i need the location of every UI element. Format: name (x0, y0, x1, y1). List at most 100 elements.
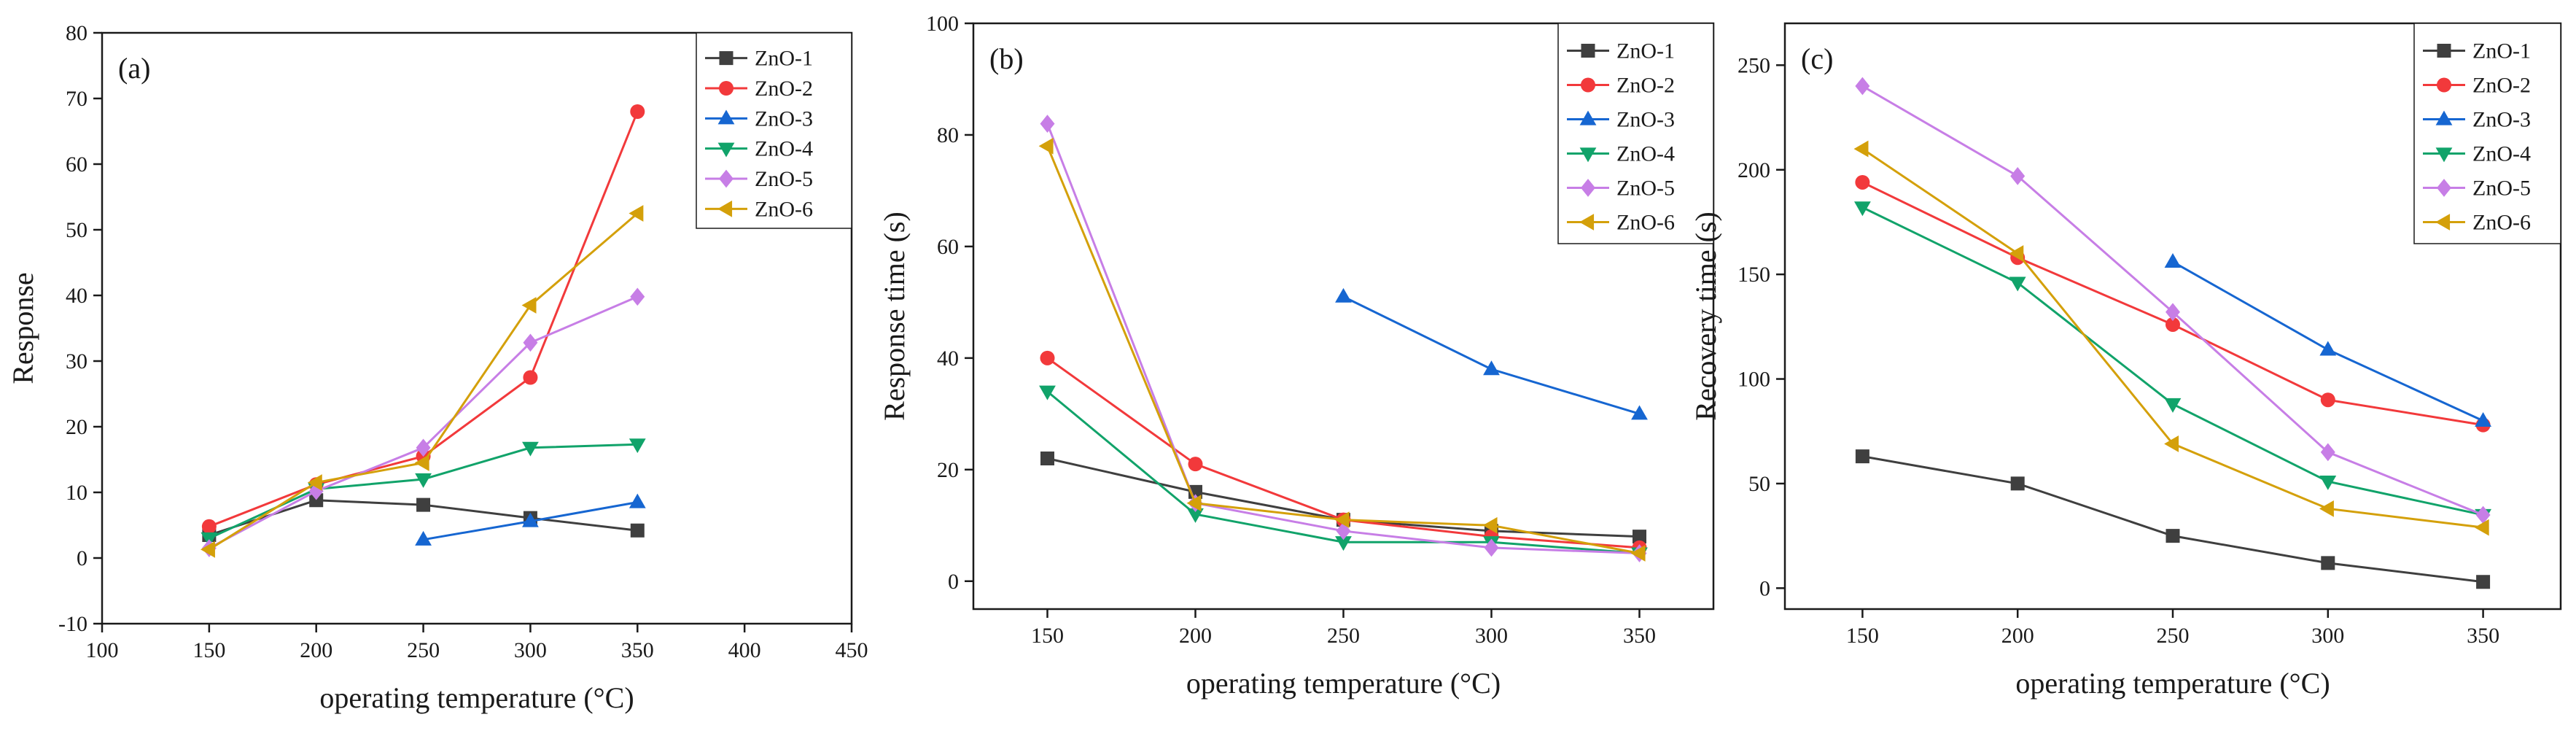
y-tick-label: 20 (937, 458, 959, 482)
legend-swatch-marker (719, 169, 734, 188)
legend-item: ZnO-2 (705, 77, 813, 101)
legend-label: ZnO-5 (2472, 177, 2531, 201)
legend-item: ZnO-2 (1567, 74, 1675, 98)
series-zno-4 (1854, 201, 2491, 524)
data-point (1855, 174, 1870, 190)
x-axis-label: operating temperature (°C) (1186, 667, 1501, 700)
legend-label: ZnO-1 (2472, 39, 2531, 63)
data-point (1336, 522, 1351, 541)
legend-label: ZnO-5 (1616, 177, 1675, 201)
data-point (201, 519, 217, 534)
legend-item: ZnO-5 (1567, 177, 1675, 201)
x-tick-label: 250 (2157, 624, 2190, 648)
y-tick-label: 80 (66, 21, 87, 45)
data-point (522, 512, 539, 527)
legend-swatch-marker (1579, 147, 1597, 163)
data-point (1334, 511, 1350, 529)
legend-swatch-marker (717, 142, 735, 158)
legend-label: ZnO-3 (1616, 108, 1675, 132)
legend-item: ZnO-6 (705, 197, 813, 221)
plot-frame (101, 31, 853, 625)
legend-item: ZnO-1 (705, 47, 813, 71)
x-tick-label: 250 (1327, 624, 1360, 648)
y-tick-label: 60 (937, 235, 959, 259)
legend-label: ZnO-6 (2472, 211, 2531, 235)
y-tick-label: 30 (66, 349, 87, 373)
y-tick-label: 150 (1738, 263, 1770, 287)
data-point (1038, 137, 1054, 155)
legend-item: ZnO-3 (1567, 108, 1675, 132)
series-line (1862, 455, 2483, 584)
x-tick-label: 350 (621, 638, 654, 662)
data-point (521, 297, 537, 314)
panel-label: (a) (118, 52, 150, 85)
legend-label: ZnO-2 (755, 77, 813, 101)
data-point (1630, 545, 1646, 562)
data-point (630, 523, 645, 538)
legend-item: ZnO-3 (705, 106, 813, 131)
data-point (2166, 317, 2180, 332)
data-point (2010, 476, 2025, 491)
data-point (416, 497, 431, 512)
legend-swatch-marker (2437, 44, 2451, 58)
legend-item: ZnO-1 (2423, 39, 2531, 63)
legend-swatch-marker (717, 109, 735, 125)
chart-panel-b: 150 200 250 300 350 0 20 40 60 80 100 operating tem… (878, 12, 1715, 700)
legend-swatch-marker (2437, 179, 2451, 197)
data-point (629, 205, 644, 222)
x-tick-label: 350 (1623, 624, 1656, 648)
series-zno-1 (1855, 449, 2491, 589)
legend-swatch-marker (719, 51, 734, 66)
data-point (1040, 452, 1054, 466)
x-tick-label: 450 (836, 638, 868, 662)
series-zno-2 (201, 104, 645, 534)
chart-panel-a: 100 150 200 250 300 350 400 450 -10 0 10 20 30 40 50 60… (7, 21, 868, 714)
legend-swatch-marker (719, 81, 734, 96)
y-tick-label: 40 (937, 346, 959, 371)
legend-item: ZnO-1 (1567, 39, 1675, 63)
data-point (523, 370, 538, 385)
x-axis-label: operating temperature (°C) (319, 681, 634, 714)
data-point (415, 530, 432, 546)
series-zno-3 (2164, 253, 2491, 427)
data-point (2319, 500, 2334, 517)
legend: ZnO-1 ZnO-2 ZnO-3 ZnO-4 ZnO-5 ZnO-6 (2413, 23, 2561, 244)
data-point (1335, 536, 1352, 551)
series-zno-5 (1855, 77, 2491, 524)
series-line (1046, 123, 1640, 555)
x-tick-label: 150 (192, 638, 225, 662)
legend-item: ZnO-4 (705, 137, 813, 161)
data-point (2320, 443, 2335, 462)
legend-label: ZnO-2 (1616, 74, 1675, 98)
data-point (2476, 575, 2491, 589)
series-line (1342, 295, 1640, 415)
legend-swatch-marker (2435, 147, 2453, 163)
legend-item: ZnO-4 (1567, 142, 1675, 166)
data-point (2475, 505, 2491, 524)
data-point (1484, 538, 1499, 557)
data-point (2010, 167, 2026, 185)
legend-label: ZnO-1 (1616, 39, 1675, 63)
y-tick-label: 50 (66, 218, 87, 242)
x-tick-label: 200 (300, 638, 332, 662)
data-point (2166, 529, 2180, 543)
data-point (2321, 556, 2335, 570)
legend-box (1557, 23, 1714, 244)
legend-label: ZnO-5 (755, 167, 813, 191)
legend-label: ZnO-4 (755, 137, 813, 161)
legend-swatch-marker (1579, 214, 1595, 231)
legend-label: ZnO-6 (755, 197, 813, 221)
y-tick-label: 250 (1738, 53, 1770, 77)
y-axis-label: Recovery time (s) (1689, 212, 1722, 421)
series-zno-3 (415, 493, 646, 546)
series-line (1861, 147, 2483, 529)
data-point (416, 438, 431, 457)
series-zno-5 (201, 287, 645, 557)
data-point (2164, 435, 2179, 452)
data-point (415, 473, 432, 488)
x-tick-label: 300 (514, 638, 547, 662)
x-tick-label: 300 (2311, 624, 2344, 648)
data-point (1040, 350, 1055, 365)
data-point (629, 438, 646, 454)
